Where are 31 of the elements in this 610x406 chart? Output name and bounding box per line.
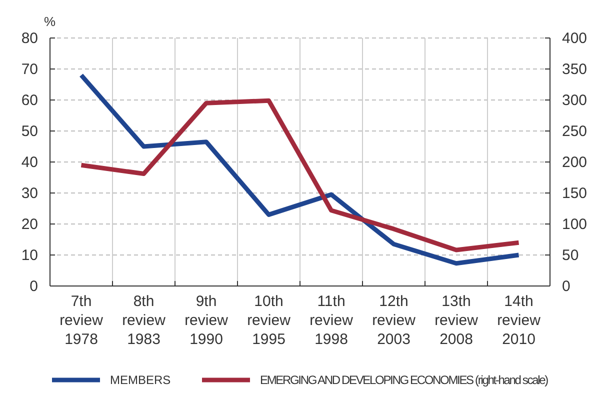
y2-tick-label: 50	[562, 247, 579, 264]
x-tick-label: 7th review 1978	[60, 293, 104, 348]
y-tick-label: 70	[21, 61, 38, 78]
y-tick-label: 10	[21, 247, 38, 264]
x-tick-label: 14th review 2010	[497, 293, 541, 348]
y-axis-title: %	[44, 14, 56, 29]
legend-label: EMERGING AND DEVELOPING ECONOMIES (right-hand scale)	[260, 373, 549, 387]
x-tick-label: 10th review 1995	[247, 293, 291, 348]
y2-tick-label: 300	[562, 92, 588, 109]
y-tick-label: 80	[21, 30, 38, 47]
y-tick-label: 50	[21, 123, 38, 140]
y2-tick-label: 150	[562, 185, 588, 202]
y2-tick-label: 0	[562, 278, 570, 295]
y2-tick-label: 200	[562, 154, 588, 171]
y2-tick-label: 100	[562, 216, 588, 233]
x-tick-label: 9th review 1990	[184, 293, 228, 348]
x-tick-label: 11th review 1998	[310, 293, 354, 348]
legend-label: MEMBERS	[110, 373, 171, 387]
y-tick-label: 20	[21, 216, 38, 233]
x-tick-label: 8th review 1983	[122, 293, 166, 348]
y2-tick-label: 400	[562, 30, 588, 47]
y2-tick-label: 250	[562, 123, 588, 140]
y-tick-label: 60	[21, 92, 38, 109]
y-tick-label: 30	[21, 185, 38, 202]
x-tick-label: 12th review 2003	[372, 293, 416, 348]
x-tick-label: 13th review 2008	[434, 293, 478, 348]
line-series	[79, 98, 521, 252]
y2-tick-label: 350	[562, 61, 588, 78]
y-tick-label: 40	[21, 154, 38, 171]
y-tick-label: 0	[30, 278, 38, 295]
line-series	[79, 72, 521, 266]
